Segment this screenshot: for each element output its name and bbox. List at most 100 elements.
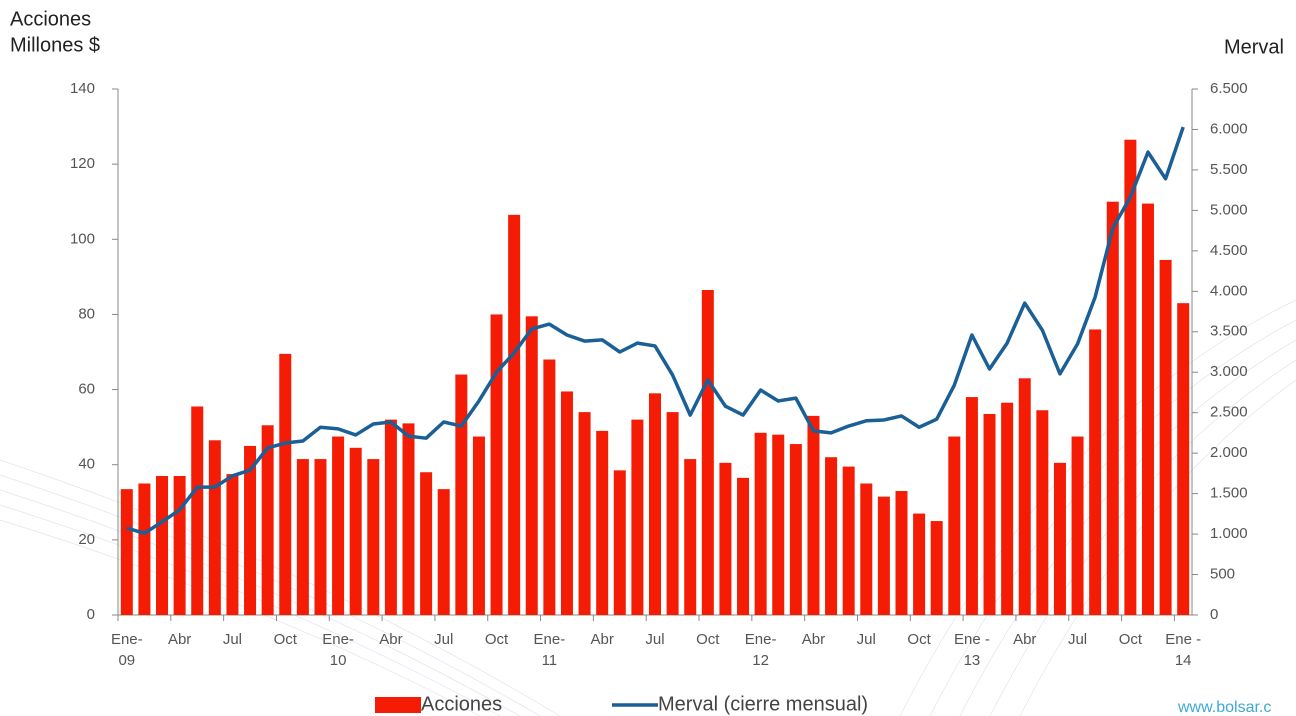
x-tick-label: Ene- 11 xyxy=(533,631,566,669)
y-tick-label: 80 xyxy=(78,305,95,322)
bar xyxy=(244,445,257,615)
bar xyxy=(666,412,679,615)
y-axis-title: Acciones xyxy=(10,8,91,30)
bar xyxy=(279,353,292,615)
legend-swatch xyxy=(375,697,421,713)
x-tick-label: Ene- 09 xyxy=(110,631,143,669)
bar xyxy=(631,419,644,615)
x-tick-label: Oct xyxy=(907,631,931,648)
bar xyxy=(543,359,556,615)
y-tick-label: 140 xyxy=(70,80,95,97)
y2-tick-label: 1.500 xyxy=(1210,485,1248,502)
bar xyxy=(1036,410,1049,615)
bar xyxy=(314,459,327,615)
bar xyxy=(807,415,820,615)
x-tick-label: Jul xyxy=(434,631,454,648)
bar xyxy=(173,475,186,615)
bar xyxy=(437,489,450,615)
bar xyxy=(701,290,714,615)
bar xyxy=(1089,329,1102,615)
y-axis-title: Millones $ xyxy=(10,34,100,56)
y-tick-label: 120 xyxy=(70,155,95,172)
bar xyxy=(208,440,221,615)
line xyxy=(126,126,1185,536)
bar xyxy=(402,423,415,615)
bar xyxy=(895,491,908,615)
x-tick-label: Ene- 12 xyxy=(744,631,777,669)
bar xyxy=(420,472,433,615)
bar xyxy=(1177,303,1190,615)
x-tick-label: Ene- 10 xyxy=(322,631,354,669)
bar xyxy=(1159,259,1172,615)
bar xyxy=(490,314,503,615)
bar xyxy=(191,406,204,615)
y2-tick-label: 500 xyxy=(1210,566,1235,583)
y2-tick-label: 6.000 xyxy=(1210,120,1248,137)
bar xyxy=(649,393,661,615)
x-tick-label: Jul xyxy=(222,631,243,648)
x-tick-label: Oct xyxy=(484,631,509,648)
bar xyxy=(367,459,380,615)
x-tick-label: Jul xyxy=(1067,631,1088,648)
y2-tick-label: 4.000 xyxy=(1210,282,1248,299)
bar xyxy=(913,513,926,615)
y-tick-label: 40 xyxy=(78,456,95,473)
bar xyxy=(472,436,485,615)
x-tick-label: Abr xyxy=(1013,631,1037,648)
bar xyxy=(772,434,785,615)
bar xyxy=(1071,436,1084,615)
legend-label: Acciones xyxy=(421,693,502,715)
bar xyxy=(948,436,961,615)
x-tick-label: Jul xyxy=(645,631,665,648)
bar xyxy=(684,459,697,615)
x-tick-label: Oct xyxy=(696,631,720,648)
bar xyxy=(789,444,802,615)
x-tick-label: Ene - 13 xyxy=(953,631,990,669)
bar xyxy=(525,316,538,615)
bar xyxy=(1141,203,1154,616)
bar xyxy=(877,496,890,615)
y2-tick-label: 2.000 xyxy=(1210,444,1248,461)
y2-tick-label: 4.500 xyxy=(1210,242,1248,259)
bar xyxy=(737,477,750,615)
bar xyxy=(332,436,345,615)
y2-tick-label: 3.500 xyxy=(1210,323,1248,340)
bar xyxy=(965,397,978,615)
y2-tick-label: 1.000 xyxy=(1210,525,1248,542)
bar xyxy=(578,412,591,615)
bar xyxy=(349,447,362,615)
bar xyxy=(508,214,521,615)
bar xyxy=(226,474,239,615)
bar xyxy=(1053,462,1066,615)
x-tick-label: Abr xyxy=(801,631,826,648)
bar xyxy=(455,374,468,615)
bar xyxy=(860,483,873,615)
bar xyxy=(596,430,609,615)
bar xyxy=(120,489,133,615)
x-tick-label: Oct xyxy=(273,631,297,648)
x-tick-label: Jul xyxy=(856,631,876,648)
x-tick-label: Oct xyxy=(1118,631,1143,648)
watermark: www.bolsar.c xyxy=(1177,699,1271,716)
bar xyxy=(825,457,838,615)
y2-tick-label: 2.500 xyxy=(1210,404,1248,421)
bar xyxy=(156,475,169,615)
bar xyxy=(842,466,855,615)
bar xyxy=(138,483,151,615)
bar xyxy=(560,391,573,615)
y2-tick-label: 0 xyxy=(1210,606,1218,623)
y-tick-label: 20 xyxy=(78,531,95,548)
y2-tick-label: 5.000 xyxy=(1210,201,1248,218)
bar xyxy=(1106,201,1119,615)
y-tick-label: 60 xyxy=(78,381,95,398)
bar xyxy=(296,459,309,615)
x-tick-label: Abr xyxy=(167,631,192,648)
bar xyxy=(754,432,767,615)
y-tick-label: 0 xyxy=(87,606,95,623)
bar xyxy=(1001,402,1014,615)
y2-tick-label: 3.000 xyxy=(1210,363,1248,380)
bar xyxy=(983,413,996,615)
y2-axis-title: Merval xyxy=(1224,36,1284,58)
